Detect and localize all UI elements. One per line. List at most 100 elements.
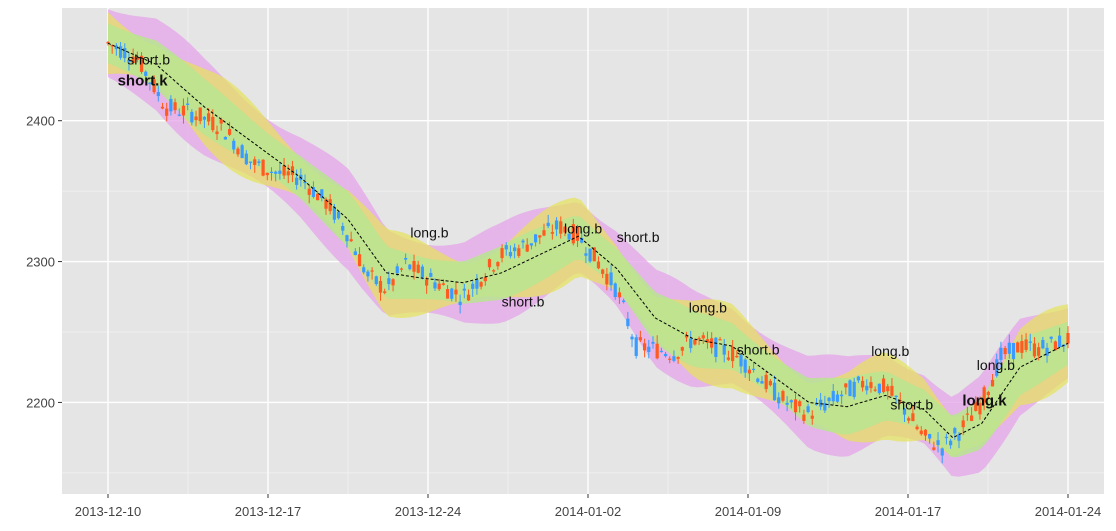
candle-body — [479, 282, 483, 287]
candle-body — [190, 111, 194, 123]
candle-body — [202, 116, 207, 120]
candle-body — [1037, 347, 1041, 356]
inner-band — [108, 23, 1068, 458]
candle-body — [533, 234, 538, 243]
candle-body — [525, 244, 529, 252]
annotation-label: short.b — [127, 51, 170, 67]
candle-body — [127, 59, 131, 63]
candle-body — [735, 355, 739, 358]
candle-body — [663, 353, 668, 357]
candle-body — [118, 46, 123, 58]
candle-body — [139, 55, 144, 72]
candle-body — [114, 45, 118, 50]
candle-body — [441, 283, 445, 285]
x-tick-label: 2014-01-17 — [875, 504, 942, 519]
candle-body — [324, 199, 328, 209]
candle-body — [416, 264, 420, 273]
candle-body — [869, 382, 873, 389]
annotation-label: short.k — [118, 72, 169, 89]
annotation-label: short.b — [617, 229, 660, 245]
candle-body — [500, 248, 504, 259]
candle-body — [739, 355, 743, 367]
candle-body — [349, 239, 353, 242]
annotation-label: short.b — [737, 342, 780, 358]
candle-body — [953, 428, 957, 434]
annotation-label: short.b — [890, 396, 933, 412]
candle-body — [244, 153, 248, 165]
candle-body — [123, 48, 127, 59]
candle-body — [563, 226, 567, 233]
candles — [106, 41, 1070, 464]
candle-body — [697, 338, 701, 340]
candle-body — [269, 171, 274, 174]
candle-body — [177, 114, 181, 116]
candle-body — [307, 188, 311, 195]
candle-body — [391, 279, 395, 286]
x-tick-label: 2013-12-24 — [395, 504, 462, 519]
candle-body — [978, 403, 982, 415]
candle-body — [655, 343, 659, 359]
candle-body — [286, 171, 290, 176]
candle-body — [378, 280, 383, 293]
candle-body — [542, 230, 546, 236]
candle-body — [362, 267, 366, 273]
candle-body — [437, 283, 441, 290]
candle-body — [932, 447, 936, 450]
candle-body — [680, 347, 684, 351]
candle-body — [445, 289, 450, 299]
candle-body — [328, 199, 332, 212]
candle-body — [596, 261, 601, 269]
candle-body — [990, 379, 995, 387]
candle-body — [969, 415, 974, 421]
candle-body — [705, 339, 710, 343]
candle-body — [1024, 339, 1028, 350]
candle-body — [718, 339, 722, 341]
candle-body — [714, 337, 718, 357]
candle-body — [454, 289, 458, 295]
candle-body — [508, 251, 513, 257]
x-tick-label: 2014-01-09 — [715, 504, 782, 519]
candle-body — [894, 395, 898, 397]
x-tick-label: 2013-12-17 — [235, 504, 302, 519]
candle-body — [492, 270, 496, 272]
candle-body — [772, 382, 777, 401]
candle-body — [1003, 348, 1007, 355]
candle-body — [517, 248, 521, 256]
candle-body — [223, 136, 227, 140]
candle-body — [999, 347, 1003, 360]
candle-body — [693, 339, 697, 345]
candle-body — [366, 271, 370, 277]
candle-body — [584, 253, 588, 256]
candle-body — [768, 380, 772, 386]
candle-body — [873, 389, 877, 391]
candle-body — [1066, 333, 1070, 344]
candle-body — [370, 270, 374, 272]
candle-body — [336, 211, 341, 219]
candle-body — [701, 335, 705, 339]
candle-body — [458, 301, 462, 306]
candle-body — [110, 45, 114, 47]
candle-body — [949, 440, 953, 446]
candle-body — [353, 251, 357, 255]
candle-body — [575, 226, 580, 241]
candle-body — [274, 171, 278, 174]
candle-body — [944, 436, 949, 439]
candle-body — [580, 237, 584, 243]
candle-body — [848, 380, 852, 397]
candle-body — [659, 350, 663, 353]
candle-body — [320, 189, 324, 199]
candle-body — [211, 116, 215, 131]
candle-body — [609, 272, 613, 286]
candle-body — [198, 107, 202, 122]
candle-body — [152, 79, 156, 93]
candle-body — [316, 193, 320, 201]
candle-body — [261, 159, 265, 176]
candle-body — [1049, 336, 1053, 339]
candle-body — [538, 235, 542, 238]
candle-body — [852, 381, 856, 397]
candle-body — [408, 264, 412, 270]
candle-body — [169, 98, 173, 112]
candle-body — [731, 346, 735, 362]
